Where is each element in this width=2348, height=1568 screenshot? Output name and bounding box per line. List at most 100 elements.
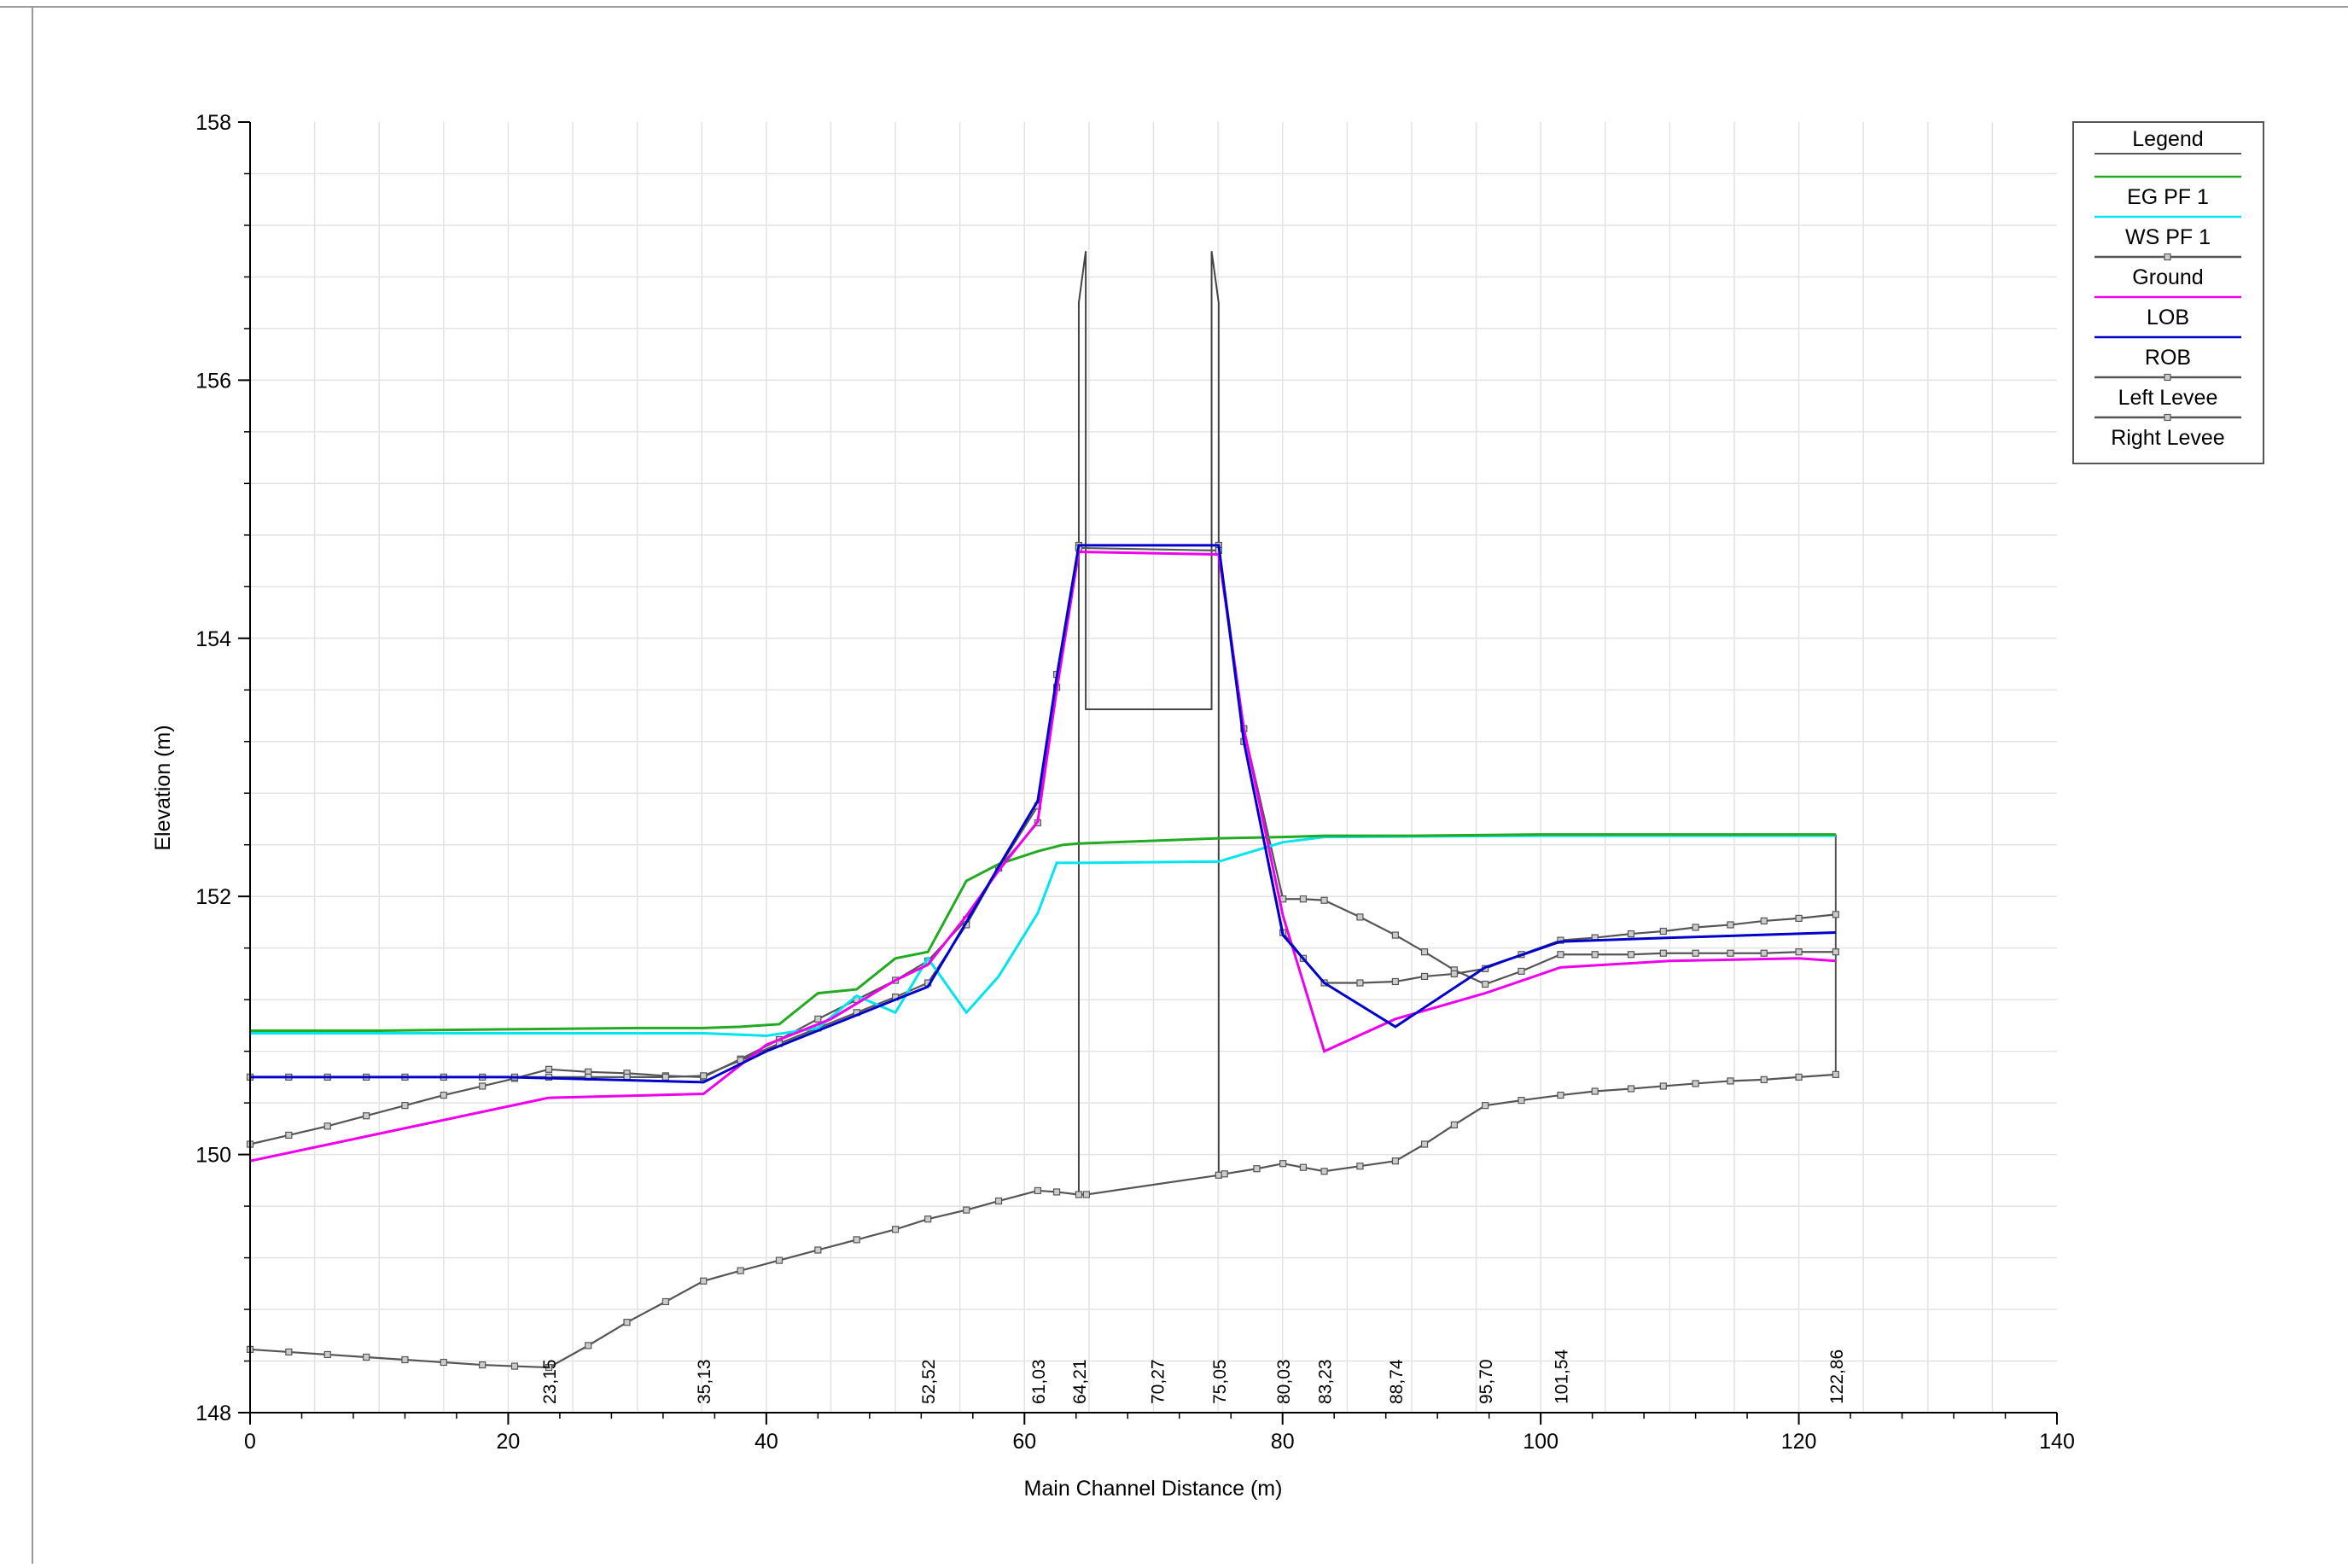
data-point — [362, 1353, 370, 1361]
data-point — [1420, 948, 1429, 956]
data-point — [1591, 1087, 1599, 1095]
x-tick-label: 60 — [1012, 1430, 1036, 1454]
data-point — [1299, 1163, 1308, 1171]
series-lob — [249, 550, 1836, 1163]
data-point — [1692, 949, 1699, 957]
station-label: 64,21 — [1070, 1359, 1090, 1404]
data-point — [510, 1362, 519, 1370]
station-label: 101,54 — [1552, 1349, 1571, 1404]
legend-label: ROB — [2145, 346, 2191, 370]
y-axis-title: Elevation (m) — [151, 725, 175, 850]
data-point — [1052, 1188, 1061, 1196]
data-point — [891, 1226, 900, 1233]
data-point — [1727, 921, 1734, 929]
x-axis-title: Main Channel Distance (m) — [1024, 1477, 1283, 1501]
data-point — [440, 1358, 447, 1367]
legend-swatch-marker — [2164, 253, 2171, 261]
data-point — [285, 1131, 293, 1140]
data-point — [814, 1246, 822, 1254]
data-point — [1391, 1157, 1399, 1165]
data-point — [994, 1197, 1003, 1205]
data-point — [737, 1267, 744, 1274]
data-point — [924, 1215, 932, 1223]
data-point — [1279, 1160, 1287, 1168]
y-tick-label: 152 — [195, 885, 231, 909]
legend: Legend EG PF 1 WS PF 1 Ground LOB ROB Left Le… — [2072, 121, 2264, 464]
data-point — [1518, 967, 1525, 975]
station-label: 95,70 — [1477, 1359, 1496, 1404]
legend-entry-ground: Ground — [2095, 253, 2241, 289]
y-tick-label: 156 — [195, 369, 231, 393]
station-label: 52,52 — [919, 1359, 939, 1404]
data-point — [1299, 895, 1308, 903]
data-point — [1557, 1091, 1564, 1099]
legend-box — [2072, 121, 2264, 464]
y-tick-label: 154 — [195, 627, 231, 651]
data-point — [1482, 1102, 1489, 1110]
data-point — [362, 1112, 370, 1120]
station-label: 80,03 — [1274, 1359, 1294, 1404]
data-point — [1450, 970, 1458, 978]
data-point — [700, 1072, 708, 1080]
station-label: 23,15 — [540, 1359, 560, 1404]
data-point — [1420, 972, 1429, 981]
data-point — [1727, 1077, 1734, 1085]
data-point — [1832, 1070, 1839, 1078]
plot-lines — [246, 251, 1839, 1372]
data-point — [1760, 1075, 1768, 1084]
data-point — [323, 1122, 331, 1130]
data-point — [661, 1297, 670, 1306]
data-point — [401, 1355, 409, 1364]
data-point — [1659, 1082, 1667, 1090]
station-label: 88,74 — [1387, 1359, 1407, 1404]
legend-label: LOB — [2147, 306, 2189, 329]
legend-label: Left Levee — [2118, 386, 2218, 410]
station-label: 83,23 — [1316, 1359, 1336, 1404]
data-point — [1832, 911, 1839, 918]
data-point — [814, 1015, 822, 1023]
data-point — [1221, 1170, 1228, 1178]
data-point — [1727, 949, 1734, 957]
y-tick-label: 148 — [195, 1402, 231, 1425]
data-point — [1627, 951, 1635, 959]
data-point — [545, 1065, 553, 1073]
station-label: 61,03 — [1029, 1359, 1049, 1404]
x-tick-label: 0 — [244, 1430, 256, 1454]
data-point — [285, 1348, 293, 1356]
y-tick-label: 158 — [195, 111, 231, 135]
data-point — [775, 1256, 784, 1264]
data-point — [1760, 917, 1768, 925]
data-point — [1659, 927, 1667, 936]
bridge-outline — [1077, 251, 1220, 1193]
grid — [250, 122, 2057, 1413]
legend-entry-ws-pf-1: WS PF 1 — [2095, 215, 2241, 249]
series-line-rob — [250, 544, 1836, 1084]
series-line-lob — [249, 550, 1836, 1163]
x-tick-label: 80 — [1271, 1430, 1295, 1454]
data-point — [1795, 1073, 1803, 1081]
data-point — [963, 1206, 970, 1214]
data-point — [1591, 951, 1599, 959]
data-point — [1356, 913, 1364, 921]
station-label: 70,27 — [1149, 1359, 1168, 1404]
legend-label: EG PF 1 — [2127, 185, 2209, 209]
legend-swatch-marker — [2164, 373, 2171, 382]
series-rob — [250, 544, 1836, 1084]
data-point — [700, 1277, 708, 1285]
legend-title: Legend — [2132, 127, 2203, 151]
legend-label: Ground — [2132, 265, 2203, 289]
data-point — [1420, 1140, 1429, 1148]
legend-swatch-marker — [2164, 413, 2171, 422]
legend-entries: EG PF 1 WS PF 1 Ground LOB ROB Left Levee Righ… — [2095, 175, 2241, 450]
data-point — [1659, 949, 1667, 957]
data-point — [401, 1102, 409, 1110]
data-point — [1320, 896, 1328, 904]
station-label: 75,05 — [1210, 1359, 1230, 1404]
data-point — [1518, 1096, 1525, 1105]
data-point — [479, 1082, 486, 1090]
legend-entry-right-levee: Right Levee — [2095, 413, 2241, 450]
data-point — [1482, 980, 1489, 988]
data-point — [1253, 1165, 1261, 1173]
data-point — [1320, 1168, 1328, 1175]
